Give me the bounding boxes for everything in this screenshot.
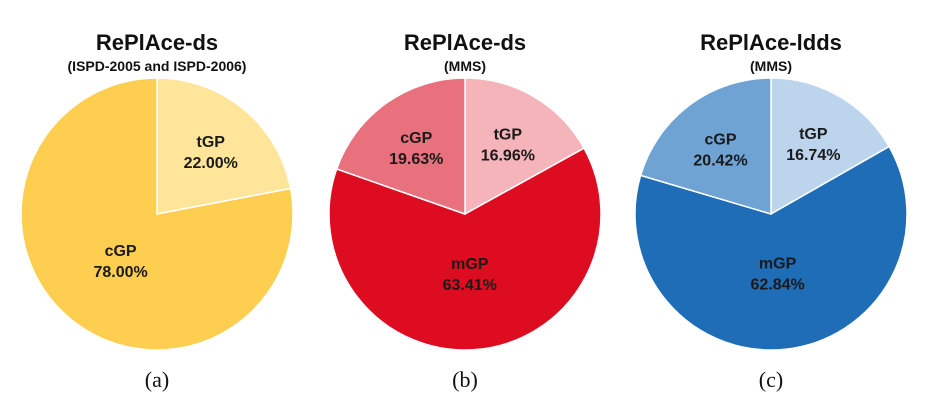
- panel-label: (a): [144, 367, 170, 392]
- slice-name-label: mGP: [451, 256, 489, 273]
- slice-value-label: 20.42%: [693, 152, 747, 169]
- slice-value-label: 16.74%: [786, 147, 840, 164]
- slice-name-label: tGP: [494, 126, 523, 143]
- slice-name-label: mGP: [759, 256, 797, 273]
- pie-chart-b: tGP 16.96% mGP 63.41% cGP 19.63%: [328, 77, 602, 351]
- pie-slice-cgp: [639, 77, 772, 216]
- pie-panel-b: RePlAce-ds (MMS) tGP 16.96% mGP 63.41% cGP 19…: [308, 0, 622, 416]
- pie-chart-c: tGP 16.74% mGP 62.84% cGP 20.42%: [634, 77, 908, 351]
- chart-title: RePlAce-ds: [403, 30, 527, 55]
- pie-slice-mgp: [328, 147, 602, 351]
- slice-value-label: 62.84%: [750, 277, 804, 294]
- pie-slice-cgp: [335, 77, 466, 216]
- slice-name-label: tGP: [197, 134, 226, 151]
- panel-label: (c): [758, 367, 784, 392]
- slice-value-label: 63.41%: [443, 277, 497, 294]
- pie-panel-a: RePlAce-ds (ISPD-2005 and ISPD-2006) tGP…: [0, 0, 314, 416]
- pie-slice-tgp: [770, 77, 891, 216]
- pie-slice-tgp: [464, 77, 586, 216]
- pie-panel-c: RePlAce-ldds (MMS) tGP 16.74% mGP 62.84% cGP…: [614, 0, 928, 416]
- pie-slice-tgp: [156, 77, 292, 215]
- slice-name-label: tGP: [799, 126, 828, 143]
- slice-name-label: cGP: [105, 243, 137, 260]
- chart-title: RePlAce-ldds: [700, 30, 842, 55]
- slice-name-label: cGP: [705, 131, 737, 148]
- slice-value-label: 16.96%: [481, 147, 535, 164]
- slice-value-label: 19.63%: [389, 151, 443, 168]
- chart-subtitle: (MMS): [444, 58, 486, 74]
- slice-value-label: 22.00%: [184, 155, 238, 172]
- pie-slice-cgp: [20, 77, 294, 351]
- chart-title: RePlAce-ds: [95, 30, 219, 55]
- slice-value-label: 78.00%: [93, 264, 147, 281]
- pie-chart-a: tGP 22.00% cGP 78.00%: [20, 77, 294, 351]
- pie-slice-mgp: [634, 145, 908, 351]
- panel-label: (b): [452, 367, 478, 392]
- chart-subtitle: (ISPD-2005 and ISPD-2006): [67, 58, 247, 74]
- slice-name-label: cGP: [400, 130, 432, 147]
- chart-subtitle: (MMS): [750, 58, 792, 74]
